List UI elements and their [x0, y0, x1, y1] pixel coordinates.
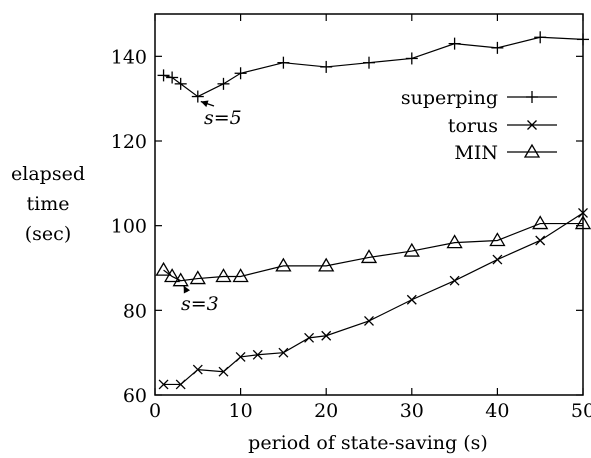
series-torus	[158, 208, 588, 390]
series-min	[155, 215, 591, 287]
data-point-min-4	[215, 268, 232, 283]
data-point-superping-13	[577, 33, 589, 46]
x-tick-label-4: 40	[485, 400, 509, 422]
data-point-torus-4	[235, 351, 246, 362]
y-axis-label-line-3: (sec)	[25, 223, 71, 245]
data-point-superping-5	[234, 67, 247, 80]
x-tick-label-0: 0	[149, 400, 161, 422]
annotation-label-1: s=3	[181, 293, 219, 315]
series-line-superping	[163, 36, 584, 98]
legend-label-torus: torus	[448, 115, 498, 137]
data-point-torus-10	[406, 294, 417, 305]
y-tick-label-2: 100	[111, 216, 147, 238]
legend: superping torus MIN	[401, 87, 557, 164]
data-point-superping-0	[157, 69, 170, 82]
data-point-torus-11	[449, 275, 460, 286]
y-axis-label-line-2: time	[27, 193, 70, 215]
series-superping	[157, 31, 589, 103]
data-point-torus-6	[278, 347, 289, 358]
data-point-torus-13	[535, 235, 546, 246]
x-axis-label: period of state-saving (s)	[248, 432, 488, 454]
series	[155, 31, 591, 390]
series-line-torus	[163, 212, 584, 386]
data-point-min-8	[360, 249, 378, 264]
data-point-superping-3	[191, 90, 204, 103]
data-point-torus-2	[192, 364, 203, 375]
data-point-min-3	[189, 270, 206, 285]
y-axis-label-line-1: elapsed	[11, 163, 85, 185]
annotation-arrowhead-1	[183, 285, 191, 294]
series-line-min	[163, 222, 583, 282]
data-point-superping-2	[174, 77, 187, 90]
data-point-superping-12	[534, 31, 547, 44]
data-point-torus-3	[218, 366, 229, 377]
data-point-superping-1	[166, 71, 179, 84]
axes	[154, 13, 584, 396]
y-tick-label-4: 140	[111, 46, 147, 68]
data-point-torus-14	[578, 208, 588, 218]
annotation-arrowhead-0	[200, 100, 209, 108]
data-point-min-13	[574, 215, 591, 230]
data-point-superping-11	[491, 41, 504, 54]
y-tick-label-3: 120	[111, 131, 147, 153]
annotations: s=5 s=3	[181, 100, 242, 315]
y-tick-label-0: 60	[123, 385, 147, 407]
x-tick-label-3: 30	[400, 400, 424, 422]
legend-marker-torus	[527, 120, 537, 130]
x-tick-label-1: 10	[229, 400, 253, 422]
data-point-torus-7	[304, 332, 315, 343]
legend-marker-min	[523, 143, 541, 158]
axis-labels: period of state-saving (s) elapsed time …	[11, 163, 488, 454]
data-point-superping-7	[320, 60, 333, 73]
data-point-superping-9	[405, 52, 418, 65]
data-point-min-2	[172, 272, 189, 287]
x-tick-label-5: 50	[571, 400, 591, 422]
legend-label-superping: superping	[401, 87, 498, 109]
legend-marker-superping	[526, 91, 538, 103]
plot-frame	[154, 13, 584, 396]
data-point-min-12	[532, 215, 549, 230]
data-point-torus-0	[158, 379, 169, 390]
data-point-torus-5	[252, 349, 263, 360]
data-point-torus-1	[175, 379, 186, 390]
annotation-0: s=5	[200, 100, 242, 129]
data-point-torus-8	[321, 330, 332, 341]
x-tick-label-2: 20	[314, 400, 338, 422]
data-point-superping-6	[277, 56, 290, 69]
annotation-label-0: s=5	[204, 107, 242, 129]
data-point-min-5	[232, 268, 249, 283]
data-point-min-11	[489, 232, 506, 247]
data-point-min-10	[446, 234, 463, 249]
data-point-torus-12	[492, 254, 503, 265]
ticks: 0 10 20 30 40 50 60 80 100 120 140	[111, 14, 591, 422]
annotation-1: s=3	[181, 285, 219, 315]
y-tick-label-1: 80	[123, 300, 147, 322]
data-point-torus-9	[364, 315, 374, 326]
data-point-min-1	[163, 268, 181, 283]
legend-label-min: MIN	[454, 142, 498, 164]
data-point-superping-4	[217, 77, 230, 90]
data-point-min-9	[403, 242, 420, 257]
data-point-superping-8	[363, 56, 375, 69]
data-point-superping-10	[448, 37, 461, 50]
data-point-min-7	[318, 257, 335, 272]
data-point-min-6	[275, 257, 292, 272]
data-point-min-0	[155, 261, 172, 276]
